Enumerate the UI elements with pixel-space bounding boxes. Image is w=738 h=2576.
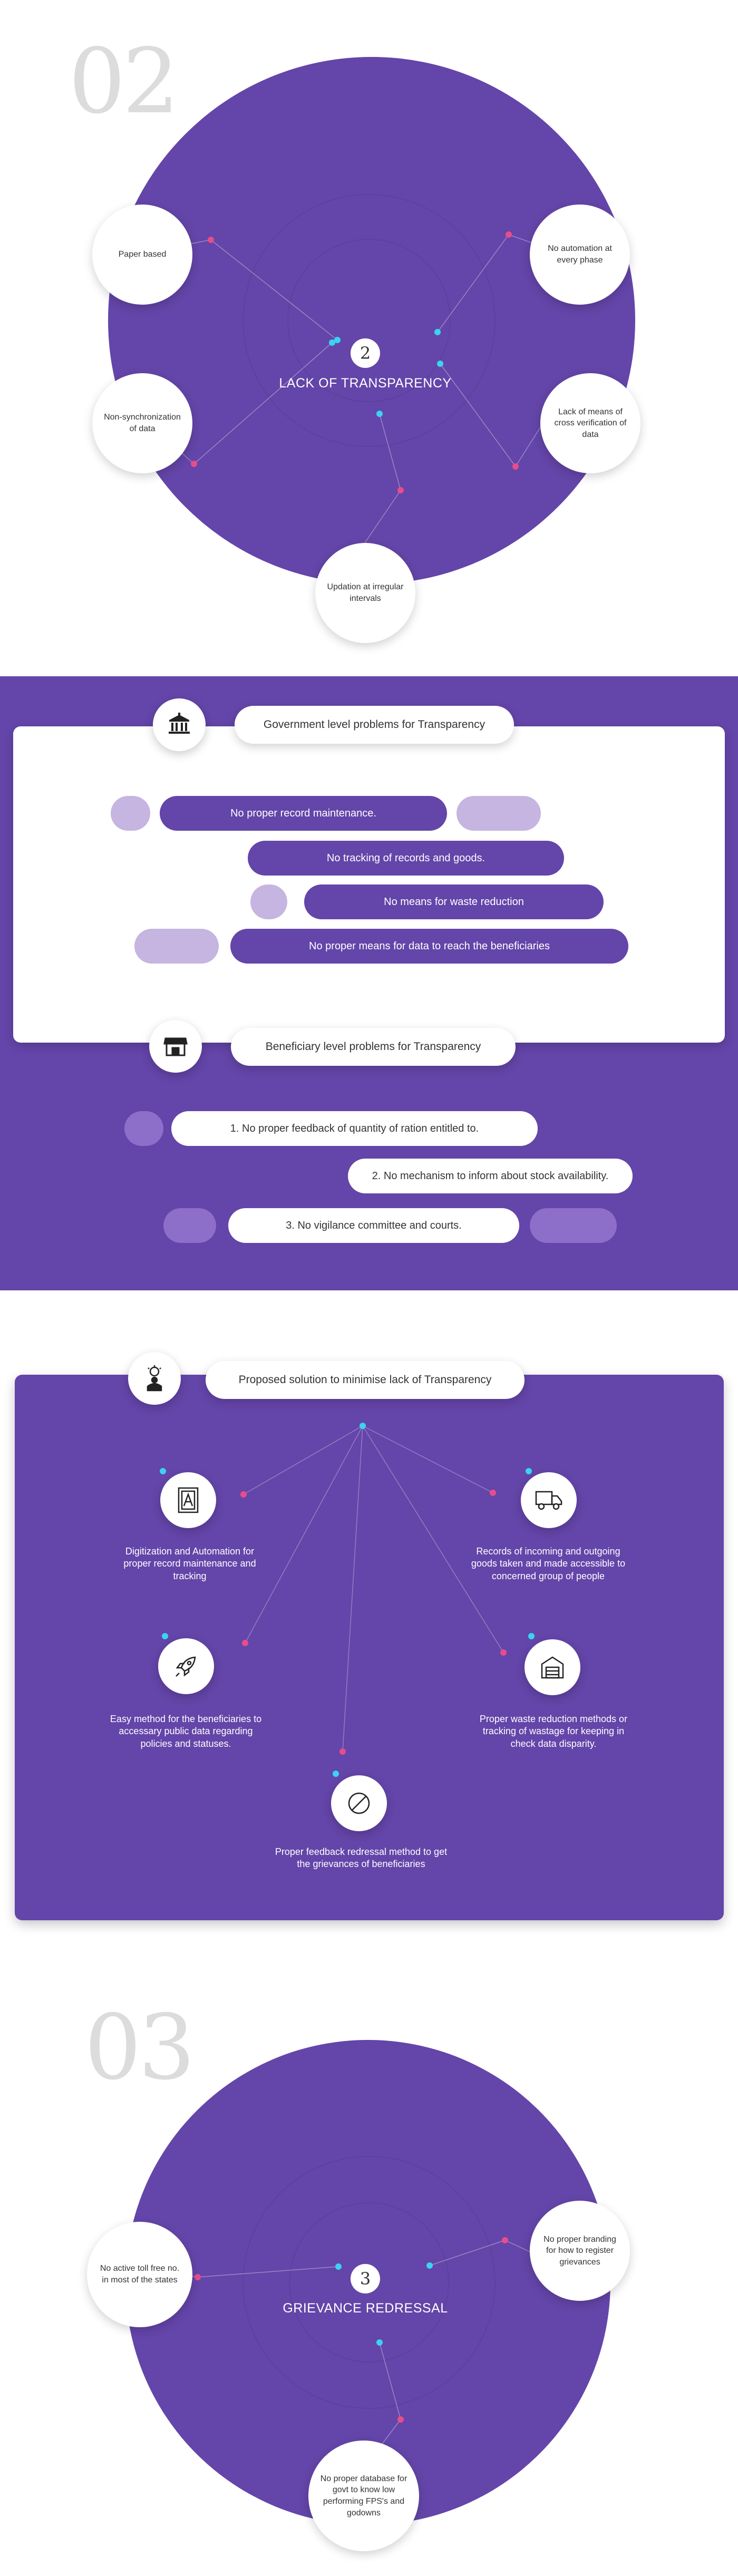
section-badge: 2 bbox=[351, 338, 380, 368]
decorative-pill bbox=[111, 796, 150, 831]
inner-ring bbox=[242, 2156, 496, 2409]
cyan-dot bbox=[376, 2339, 383, 2346]
cyan-dot bbox=[160, 1468, 166, 1474]
government-building-icon bbox=[153, 698, 206, 751]
decorative-pill bbox=[124, 1111, 163, 1146]
cyan-dot bbox=[334, 337, 341, 343]
connector-lines bbox=[143, 234, 546, 543]
section-title: LACK OF TRANSPARENCY bbox=[279, 376, 452, 391]
pink-dot bbox=[397, 487, 404, 493]
pink-dot bbox=[500, 1649, 507, 1656]
ben-problems-header: Beneficiary level problems for Transpare… bbox=[231, 1028, 516, 1066]
shop-icon bbox=[149, 1020, 202, 1073]
cyan-dot bbox=[434, 329, 441, 335]
inner-ring bbox=[289, 2202, 449, 2363]
pink-dot bbox=[242, 1640, 248, 1646]
gov-pill-tracking: No tracking of records and goods. bbox=[248, 841, 564, 876]
node-non-synchronization: Non-synchronization of data bbox=[92, 373, 192, 473]
decorative-pill bbox=[134, 929, 219, 964]
gov-pill-record: No proper record maintenance. bbox=[160, 796, 447, 831]
gov-pill-beneficiaries: No proper means for data to reach the be… bbox=[230, 929, 628, 964]
node-branding: No proper branding for how to register g… bbox=[530, 2201, 630, 2301]
ben-pill-vigilance: 3. No vigilance committee and courts. bbox=[228, 1208, 519, 1243]
decorative-pill bbox=[163, 1208, 216, 1243]
section-badge: 3 bbox=[351, 2264, 380, 2293]
cyan-dot bbox=[162, 1633, 168, 1639]
decorative-pill bbox=[250, 884, 287, 919]
cyan-dot bbox=[437, 361, 443, 367]
pink-dot bbox=[191, 461, 197, 467]
section-number: 02 bbox=[69, 30, 179, 134]
pink-dot bbox=[502, 2237, 508, 2243]
cyan-dot bbox=[526, 1468, 532, 1474]
inner-ring bbox=[287, 239, 451, 402]
pink-dot bbox=[490, 1490, 496, 1496]
forbidden-icon bbox=[331, 1775, 387, 1831]
truck-icon bbox=[521, 1472, 577, 1528]
solution-text-waste: Proper waste reduction methods or tracki… bbox=[479, 1714, 628, 1749]
warehouse-icon bbox=[525, 1639, 580, 1695]
node-paper-based: Paper based bbox=[92, 205, 192, 305]
section-number: 03 bbox=[84, 1996, 195, 2100]
pink-dot bbox=[512, 463, 519, 470]
gov-pill-waste: No means for waste reduction bbox=[304, 884, 604, 919]
solution-text-records: Records of incoming and outgoing goods t… bbox=[471, 1546, 626, 1581]
cyan-dot bbox=[376, 411, 383, 417]
ben-pill-feedback: 1. No proper feedback of quantity of rat… bbox=[171, 1111, 538, 1146]
solution-text-easy-method: Easy method for the beneficiaries to acc… bbox=[110, 1714, 262, 1749]
document-icon bbox=[160, 1472, 216, 1528]
pink-dot bbox=[506, 231, 512, 238]
cyan-dot bbox=[426, 2262, 433, 2269]
node-toll-free: No active toll free no. in most of the s… bbox=[87, 2222, 192, 2327]
decorative-pill bbox=[457, 796, 541, 831]
solution-text-feedback: Proper feedback redressal method to get … bbox=[275, 1846, 448, 1870]
cyan-dot bbox=[333, 1771, 339, 1777]
solution-header: Proposed solution to minimise lack of Tr… bbox=[206, 1361, 525, 1399]
cyan-dot bbox=[528, 1633, 535, 1639]
section-title: GRIEVANCE REDRESSAL bbox=[283, 2301, 448, 2316]
pink-dot bbox=[397, 2416, 404, 2423]
decorative-pill bbox=[530, 1208, 617, 1243]
cyan-dot bbox=[360, 1423, 366, 1429]
idea-person-icon bbox=[128, 1352, 181, 1405]
node-updation: Updation at irregular intervals bbox=[315, 543, 415, 643]
rocket-icon bbox=[158, 1638, 214, 1694]
pink-dot bbox=[195, 2274, 201, 2280]
pink-dot bbox=[208, 237, 214, 243]
node-no-automation: No automation at every phase bbox=[530, 205, 630, 305]
pink-dot bbox=[240, 1491, 247, 1498]
solution-connector-lines bbox=[243, 1425, 504, 1752]
gov-problems-header: Government level problems for Transparen… bbox=[235, 706, 514, 744]
cyan-dot bbox=[335, 2263, 342, 2270]
solution-text-digitization: Digitization and Automation for proper r… bbox=[123, 1546, 256, 1581]
inner-ring bbox=[242, 194, 496, 447]
cyan-dot bbox=[329, 339, 335, 346]
pink-dot bbox=[339, 1748, 346, 1755]
solution-panel bbox=[15, 1375, 724, 1920]
node-database: No proper database for govt to know low … bbox=[308, 2441, 419, 2551]
ben-pill-stock: 2. No mechanism to inform about stock av… bbox=[348, 1159, 633, 1193]
node-cross-verification: Lack of means of cross verification of d… bbox=[540, 373, 640, 473]
